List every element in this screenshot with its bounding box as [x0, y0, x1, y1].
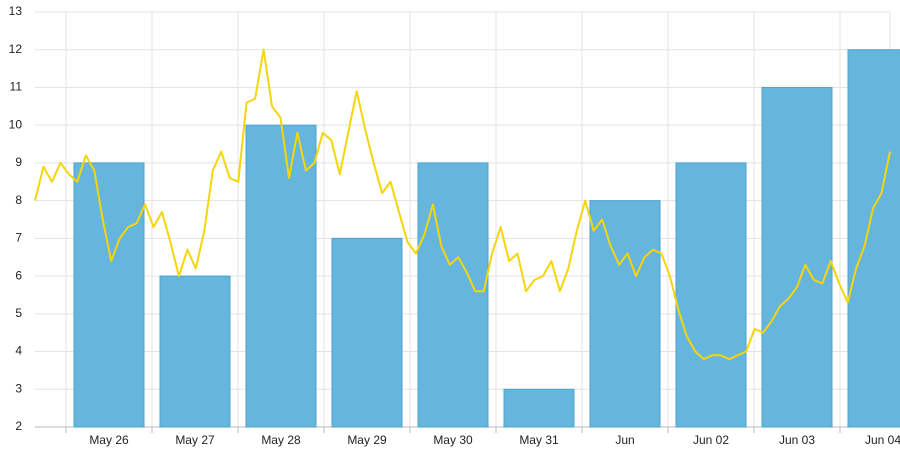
x-tick-label: May 28 [261, 433, 301, 447]
y-tick-label: 2 [15, 419, 22, 433]
x-tick-label: May 30 [433, 433, 473, 447]
bar [589, 200, 661, 428]
y-tick-label: 7 [15, 231, 22, 245]
bar [417, 162, 489, 428]
bar [675, 162, 747, 428]
bar [847, 49, 900, 428]
y-tick-label: 12 [9, 42, 23, 56]
x-tick-label: Jun 04 [865, 433, 900, 447]
bar [245, 124, 317, 428]
y-tick-label: 10 [9, 117, 23, 131]
y-tick-label: 8 [15, 193, 22, 207]
y-tick-label: 3 [15, 381, 22, 395]
y-tick-label: 6 [15, 268, 22, 282]
x-tick-label: May 26 [89, 433, 129, 447]
x-tick-label: May 27 [175, 433, 215, 447]
y-tick-label: 4 [15, 344, 22, 358]
x-tick-label: May 31 [519, 433, 559, 447]
y-tick-label: 5 [15, 306, 22, 320]
y-tick-label: 11 [10, 80, 23, 94]
bar [503, 388, 575, 428]
bar [331, 237, 403, 428]
bar [159, 275, 231, 428]
y-tick-label: 13 [9, 4, 23, 18]
x-tick-label: May 29 [347, 433, 387, 447]
bar [73, 162, 145, 428]
y-tick-label: 9 [15, 155, 22, 169]
x-tick-label: Jun [615, 433, 634, 447]
x-tick-label: Jun 03 [779, 433, 815, 447]
bar [761, 86, 833, 428]
line [34, 48, 891, 361]
x-tick-label: Jun 02 [693, 433, 729, 447]
